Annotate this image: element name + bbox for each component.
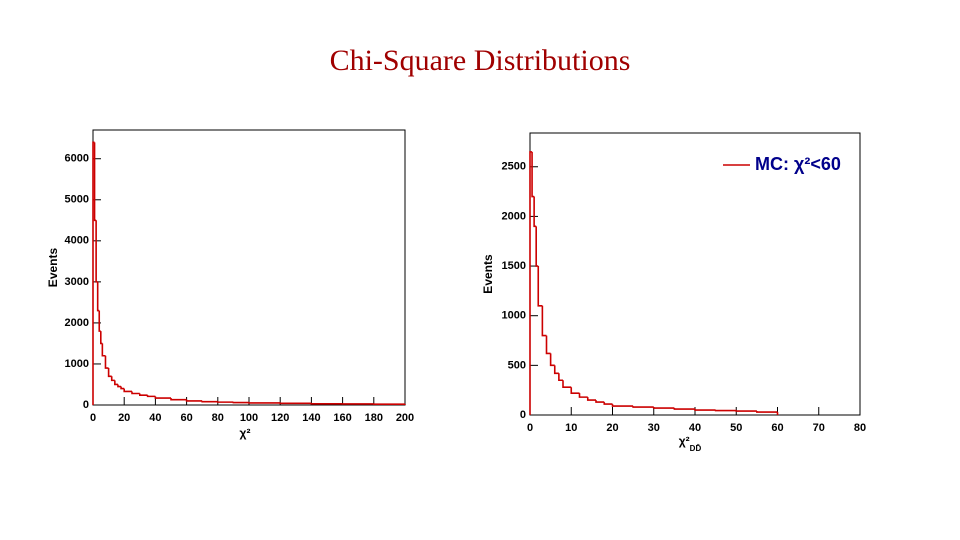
- histogram-bin: [531, 151, 535, 198]
- y-tick-label: 1500: [502, 260, 526, 272]
- y-tick-label: 3000: [65, 276, 89, 288]
- x-axis-label-subscript: DD̄: [690, 444, 702, 453]
- x-tick-label: 40: [689, 422, 701, 434]
- histogram-bin: [114, 380, 118, 386]
- histogram-bin: [170, 398, 187, 401]
- y-tick-label: 1000: [65, 358, 89, 370]
- histogram-bin: [537, 266, 543, 307]
- histogram-bin: [652, 407, 675, 409]
- x-axis-label: χ²: [240, 426, 251, 440]
- histogram-bin: [578, 393, 588, 398]
- histogram-bin: [611, 404, 634, 407]
- histogram-bin: [120, 386, 125, 390]
- histogram-bin: [154, 396, 171, 399]
- x-tick-label: 80: [854, 422, 866, 434]
- histogram-bin: [545, 335, 551, 355]
- x-tick-label: 0: [90, 412, 96, 424]
- histogram-bin: [92, 141, 95, 405]
- histogram-bin: [632, 406, 654, 408]
- x-tick-label: 60: [771, 422, 783, 434]
- x-tick-label: 30: [648, 422, 660, 434]
- x-tick-label: 70: [813, 422, 825, 434]
- y-axis-label: Events: [481, 254, 495, 294]
- x-tick-label: 100: [240, 412, 258, 424]
- histogram-bin: [107, 368, 112, 378]
- x-tick-label: 10: [565, 422, 577, 434]
- y-tick-label: 6000: [65, 153, 89, 165]
- histogram-bin: [131, 391, 140, 395]
- histogram-bin: [558, 373, 563, 382]
- histogram-bin: [541, 305, 547, 337]
- plot-frame: [92, 129, 406, 406]
- y-tick-label: 5000: [65, 194, 89, 206]
- histogram-bin: [98, 310, 101, 332]
- x-axis-label-main: χ²: [240, 426, 251, 440]
- y-axis-label: Events: [46, 248, 60, 288]
- histogram-bin: [756, 411, 778, 413]
- histogram-bin: [93, 142, 97, 222]
- histogram-bin: [110, 376, 115, 382]
- y-tick-label: 2000: [502, 210, 526, 222]
- x-tick-label: 80: [212, 412, 224, 424]
- x-axis-label: χ²DD̄: [679, 434, 702, 453]
- histogram-bin: [529, 151, 533, 415]
- histogram-bin: [146, 395, 156, 398]
- histogram-bin: [595, 400, 605, 403]
- y-tick-label: 4000: [65, 235, 89, 247]
- y-tick-label: 0: [83, 399, 89, 411]
- histogram-bin: [533, 196, 537, 228]
- x-tick-label: 120: [271, 412, 289, 424]
- x-tick-label: 200: [396, 412, 414, 424]
- histogram-bin: [101, 343, 106, 357]
- histogram-bin: [570, 387, 580, 394]
- x-tick-label: 40: [149, 412, 161, 424]
- x-tick-label: 160: [333, 412, 351, 424]
- histogram-bin: [603, 402, 613, 405]
- x-tick-label: 0: [527, 422, 533, 434]
- histogram-bin: [586, 397, 596, 401]
- x-tick-label: 20: [118, 412, 130, 424]
- y-tick-label: 2000: [65, 317, 89, 329]
- slide-title: Chi-Square Distributions: [330, 44, 631, 77]
- x-tick-label: 20: [606, 422, 618, 434]
- histogram-bin: [117, 384, 122, 388]
- histogram-bin: [96, 281, 100, 312]
- histogram-bin: [123, 388, 132, 393]
- histogram-bin: [95, 220, 98, 283]
- x-tick-label: 60: [180, 412, 192, 424]
- histogram-bin: [185, 399, 203, 402]
- x-axis-label-main: χ²: [679, 434, 690, 448]
- histogram-bin: [553, 365, 559, 375]
- histogram-bin: [201, 400, 218, 403]
- histogram-bin: [562, 380, 572, 388]
- histogram-bin: [694, 409, 716, 411]
- histogram-bin: [673, 408, 695, 410]
- histogram-bin: [549, 353, 555, 367]
- x-tick-label: 140: [302, 412, 320, 424]
- y-tick-label: 2500: [502, 161, 526, 173]
- y-tick-label: 1000: [502, 310, 526, 322]
- histogram-bin: [100, 331, 103, 345]
- x-tick-label: 180: [365, 412, 383, 424]
- x-tick-label: 50: [730, 422, 742, 434]
- histogram-bin: [139, 393, 148, 396]
- histogram-bin: [104, 355, 109, 369]
- plot-frame: [529, 132, 861, 416]
- y-tick-label: 0: [520, 409, 526, 421]
- legend-label: MC: χ²<60: [755, 154, 841, 174]
- histogram-bin: [535, 226, 539, 267]
- y-tick-label: 500: [508, 359, 526, 371]
